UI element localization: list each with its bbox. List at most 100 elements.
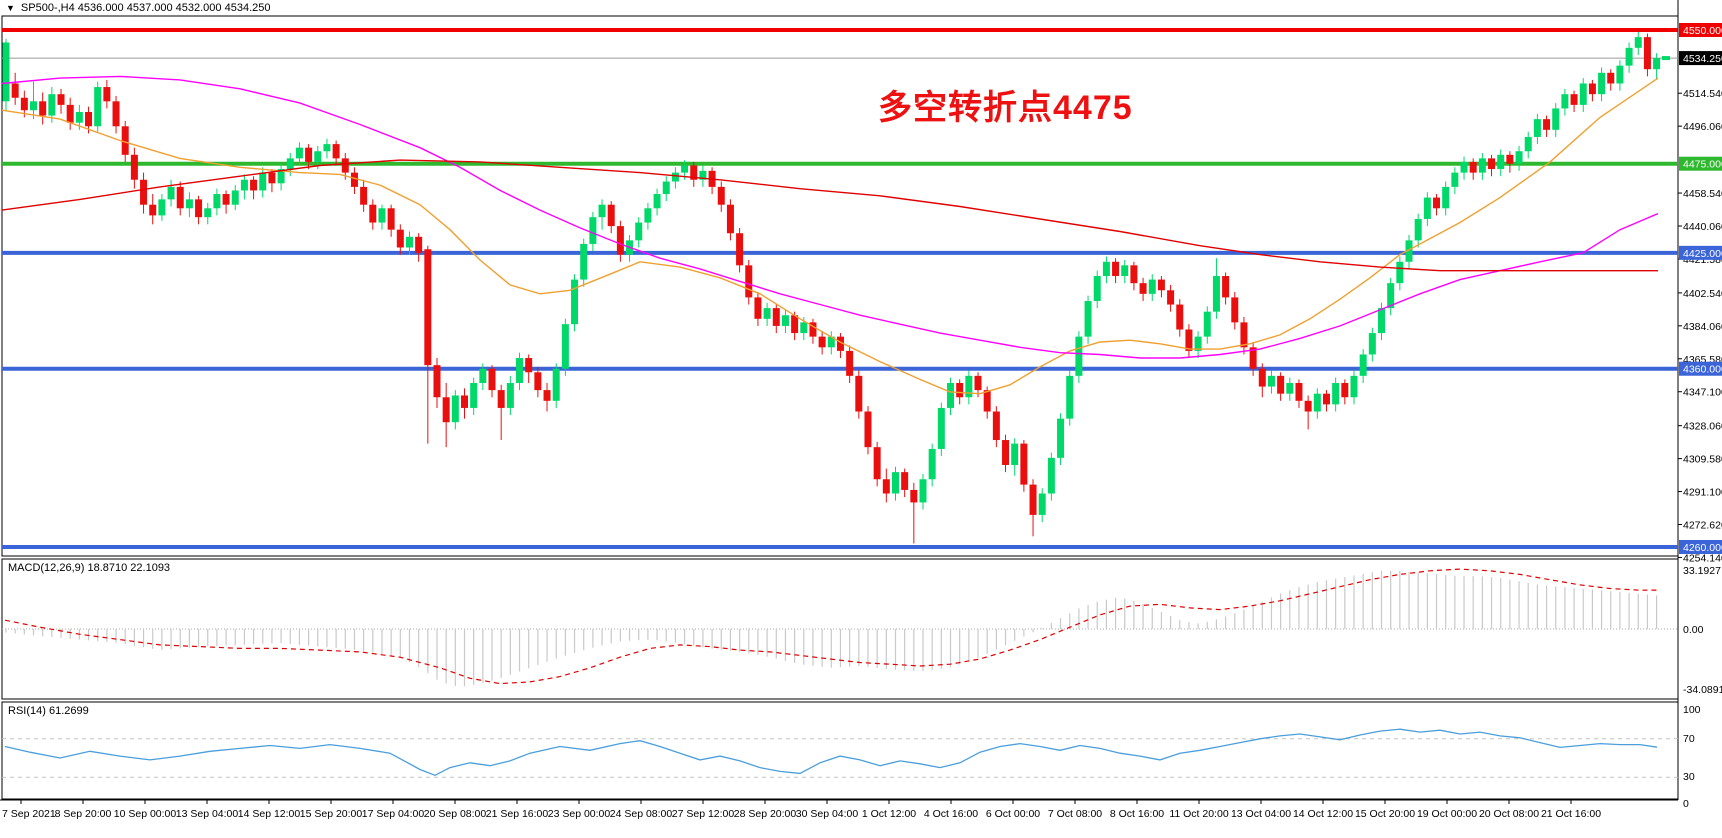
x-tick-label: 7 Sep 2021 <box>2 808 56 820</box>
candle-body <box>1212 276 1220 312</box>
candle-body <box>121 126 129 155</box>
chart-title-ohlc: SP500-,H4 4536.000 4537.000 4532.000 453… <box>20 2 271 14</box>
candle-body <box>1038 493 1046 515</box>
candle-body <box>1469 161 1477 173</box>
y-tick-label: 4384.060 <box>1683 321 1722 333</box>
last-price-marker <box>1662 56 1670 61</box>
candle-body <box>653 194 661 209</box>
candle-body <box>662 181 670 195</box>
price-badge <box>1679 361 1722 376</box>
x-tick-label: 27 Sep 12:00 <box>672 808 735 820</box>
candle-body <box>1643 37 1651 70</box>
ma-slow-red <box>1 159 1658 272</box>
macd-scale-label: -34.0891 <box>1683 684 1722 696</box>
candle-body <box>1414 218 1422 241</box>
main-panel-border <box>1 15 1679 557</box>
candle-body <box>1368 333 1376 355</box>
candle-body <box>1497 154 1505 170</box>
candle-body <box>341 158 349 173</box>
candle-body <box>1561 94 1569 109</box>
x-tick-label: 15 Sep 20:00 <box>300 808 363 820</box>
candle-body <box>1286 382 1294 394</box>
candle-body <box>919 479 927 503</box>
candle-body <box>158 199 166 216</box>
candle-body <box>1194 336 1202 351</box>
candle-body <box>965 375 973 398</box>
candle-body <box>1112 261 1120 277</box>
ma-fast-orange <box>1 77 1659 395</box>
candle-body <box>699 170 707 180</box>
candle-body <box>1121 265 1129 277</box>
candle-body <box>543 390 551 401</box>
candle-body <box>846 350 854 376</box>
price-badge-label: 4260.000 <box>1683 542 1722 554</box>
candle-body <box>479 368 487 383</box>
candle-body <box>1084 300 1092 337</box>
candle-body <box>259 172 267 191</box>
candle-body <box>1295 382 1303 401</box>
candle-body <box>1598 72 1606 95</box>
price-badge <box>1679 540 1722 554</box>
rsi-panel-border <box>1 701 1679 800</box>
candle-body <box>1634 37 1642 48</box>
macd-signal-line <box>4 568 1658 685</box>
pivot-annotation: 多空转折点4475 <box>878 89 1133 127</box>
candle-body <box>497 390 505 408</box>
candle-body <box>1607 72 1615 84</box>
candle-body <box>827 336 835 348</box>
candle-body <box>671 172 679 182</box>
candle-body <box>791 315 799 334</box>
candle-body <box>1075 336 1083 376</box>
candle-body <box>681 165 689 173</box>
candle-body <box>1047 457 1055 494</box>
candle-body <box>323 144 331 152</box>
y-tick-label: 4402.540 <box>1683 288 1722 300</box>
collapse-chart-icon[interactable]: ▼ <box>6 2 15 13</box>
candle-body <box>94 87 102 127</box>
candle-body <box>332 144 340 159</box>
candle-body <box>167 186 175 200</box>
x-tick-label: 8 Oct 16:00 <box>1110 808 1164 820</box>
candle-body <box>75 112 83 123</box>
candle-body <box>112 101 120 127</box>
candle-body <box>1506 154 1514 164</box>
candle-body <box>1350 375 1358 398</box>
candle-body <box>836 336 844 351</box>
macd-scale-label: 33.1927 <box>1683 565 1721 577</box>
x-tick-label: 23 Sep 00:00 <box>548 808 611 820</box>
candle-body <box>891 472 899 494</box>
candle-body <box>1157 279 1165 291</box>
y-tick-label: 4328.060 <box>1683 421 1722 433</box>
candle-body <box>717 186 725 205</box>
rsi-indicator-label: RSI(14) 61.2699 <box>8 705 89 717</box>
candle-body <box>690 165 698 180</box>
x-tick-label: 8 Sep 20:00 <box>55 808 112 820</box>
candle-body <box>937 407 945 449</box>
candle-body <box>598 204 606 218</box>
x-tick-label: 7 Oct 08:00 <box>1048 808 1102 820</box>
x-tick-label: 30 Sep 04:00 <box>796 808 859 820</box>
candle-body <box>424 249 432 366</box>
candle-body <box>451 395 459 423</box>
price-badge-label: 4534.250 <box>1683 53 1722 65</box>
rsi-scale-label: 70 <box>1683 733 1695 745</box>
price-badge-label: 4475.000 <box>1683 159 1722 171</box>
candle-body <box>1267 375 1275 387</box>
y-tick-label: 4440.060 <box>1683 221 1722 233</box>
candle-body <box>992 411 1000 441</box>
candle-body <box>1405 240 1413 262</box>
candle-body <box>644 208 652 223</box>
candle-body <box>369 204 377 223</box>
candle-body <box>726 204 734 234</box>
x-tick-label: 15 Oct 20:00 <box>1355 808 1415 820</box>
candle-body <box>1378 308 1385 334</box>
price-badge-label: 4360.000 <box>1683 364 1722 376</box>
candle-body <box>20 97 28 111</box>
candle-body <box>1240 322 1248 348</box>
candle-body <box>250 179 258 191</box>
candle-body <box>1579 83 1587 105</box>
candle-body <box>360 186 368 205</box>
macd-indicator-label: MACD(12,26,9) 18.8710 22.1093 <box>8 562 171 574</box>
y-tick-label: 4458.540 <box>1683 188 1722 200</box>
